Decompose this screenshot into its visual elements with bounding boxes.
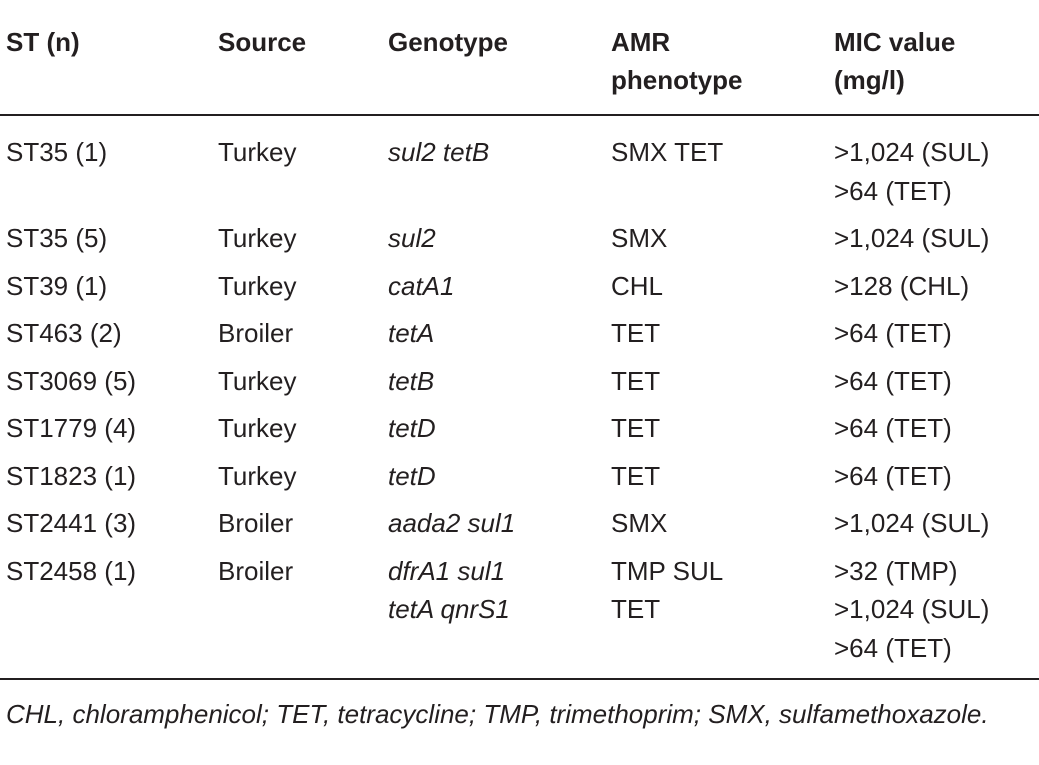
source-cell: Broiler <box>218 508 294 538</box>
mic-cell: >64 (TET) <box>834 413 952 443</box>
phenotype-cell: SMX <box>611 223 668 253</box>
genotype-cell: catA1 <box>388 270 455 301</box>
genotype-cell: aada2 sul1 <box>388 508 516 538</box>
st-cell: ST2441 (3) <box>6 508 137 538</box>
header-cell: (mg/l) <box>834 65 905 95</box>
mic-cell: >1,024 (SUL) <box>834 508 990 538</box>
phenotype-cell: TET <box>611 460 661 491</box>
footnote: CHL, chloramphenicol; TET, tetracycline;… <box>6 699 989 729</box>
mic-cell: >64 (TET) <box>834 175 952 206</box>
st-cell: ST3069 (5) <box>6 365 137 396</box>
source-cell: Turkey <box>218 460 297 491</box>
phenotype-cell: TET <box>611 413 661 443</box>
source-cell: Turkey <box>218 270 297 301</box>
source-cell: Turkey <box>218 223 297 253</box>
genotype-cell: sul2 tetB <box>388 137 490 167</box>
phenotype-cell: TET <box>611 318 661 348</box>
genotype-cell: dfrA1 sul1 <box>388 555 506 586</box>
st-cell: ST35 (1) <box>6 137 108 167</box>
mic-cell: >64 (TET) <box>834 460 952 491</box>
header-cell: ST (n) <box>6 27 80 57</box>
phenotype-cell: TET <box>611 365 661 396</box>
mic-cell: >32 (TMP) <box>834 555 958 586</box>
st-cell: ST1779 (4) <box>6 413 137 443</box>
genotype-cell: tetA <box>388 318 435 348</box>
genotype-cell: sul2 <box>388 223 436 253</box>
source-cell: Turkey <box>218 413 297 443</box>
st-cell: ST463 (2) <box>6 318 122 348</box>
st-cell: ST2458 (1) <box>6 555 137 586</box>
st-cell: ST39 (1) <box>6 270 108 301</box>
genotype-cell: tetB <box>388 365 435 396</box>
mic-cell: >64 (TET) <box>834 318 952 348</box>
st-cell: ST35 (5) <box>6 223 108 253</box>
phenotype-cell: SMX <box>611 508 668 538</box>
header-cell: AMR <box>611 27 671 57</box>
phenotype-cell: TET <box>611 594 661 624</box>
mic-cell: >1,024 (SUL) <box>834 223 990 253</box>
phenotype-cell: TMP SUL <box>611 555 724 586</box>
genotype-cell: tetA qnrS1 <box>388 594 510 624</box>
phenotype-cell: CHL <box>611 270 664 301</box>
header-cell: MIC value <box>834 27 956 57</box>
source-cell: Broiler <box>218 555 294 586</box>
header-cell: phenotype <box>611 65 743 95</box>
header-rule <box>0 114 1039 116</box>
genotype-cell: tetD <box>388 460 436 491</box>
st-cell: ST1823 (1) <box>6 460 137 491</box>
bottom-rule <box>0 678 1039 680</box>
mic-cell: >1,024 (SUL) <box>834 137 990 167</box>
mic-cell: >64 (TET) <box>834 365 952 396</box>
genotype-cell: tetD <box>388 413 436 443</box>
source-cell: Turkey <box>218 365 297 396</box>
header-cell: Genotype <box>388 27 508 57</box>
source-cell: Broiler <box>218 318 294 348</box>
source-cell: Turkey <box>218 137 297 167</box>
mic-cell: >64 (TET) <box>834 632 952 663</box>
mic-cell: >1,024 (SUL) <box>834 594 990 624</box>
phenotype-cell: SMX TET <box>611 137 724 167</box>
mic-cell: >128 (CHL) <box>834 270 970 301</box>
header-cell: Source <box>218 27 307 57</box>
